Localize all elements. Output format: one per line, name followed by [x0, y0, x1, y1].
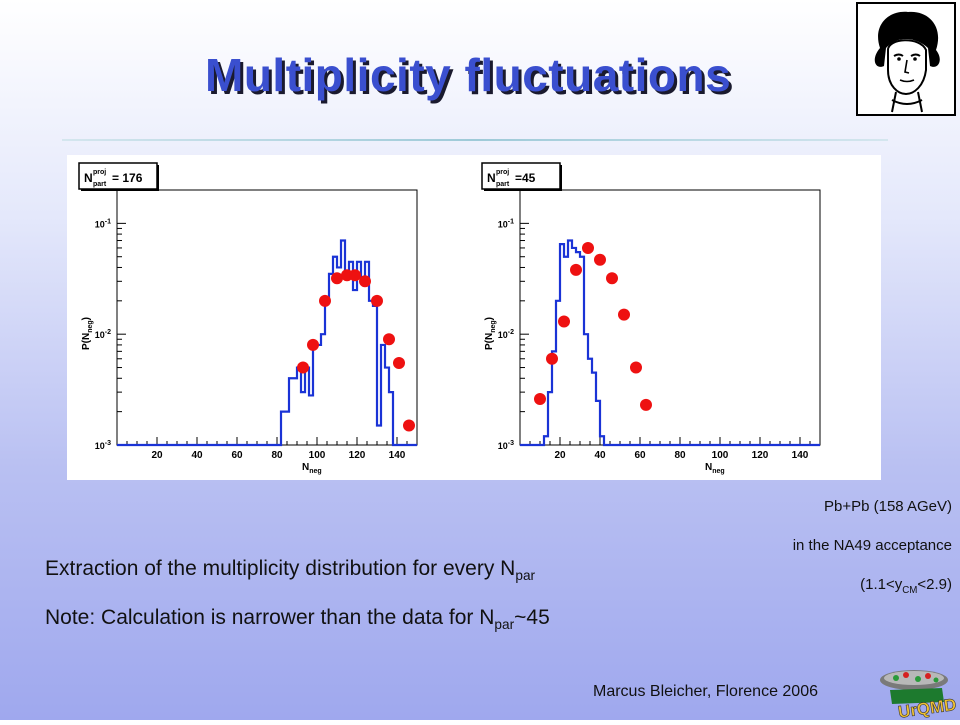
y-tick-label: 10-1: [498, 218, 514, 229]
data-point: [383, 333, 395, 346]
footer-author: Marcus Bleicher, Florence 2006: [593, 683, 818, 700]
x-tick-label: 80: [271, 450, 283, 461]
note-collision: Pb+Pb (158 AGeV): [824, 498, 952, 515]
histogram-series: [520, 239, 820, 447]
x-tick-label: 80: [674, 450, 686, 461]
data-point: [546, 352, 558, 365]
data-point: [393, 356, 405, 369]
y-tick-label: 10-3: [95, 440, 111, 451]
urqmd-logo: UrQMD: [872, 664, 958, 722]
plot-frame: [519, 189, 821, 446]
data-point: [630, 361, 642, 374]
data-point: [349, 269, 361, 282]
data-point: [618, 308, 630, 321]
data-point: [307, 338, 319, 351]
x-tick-label: 140: [389, 450, 406, 461]
x-tick-label: 60: [634, 450, 646, 461]
legend-superscript: proj: [496, 169, 509, 176]
body-line-2: Note: Calculation is narrower than the d…: [45, 606, 550, 633]
data-point: [403, 419, 415, 432]
x-tick-label: 100: [712, 450, 729, 461]
note-rapidity: (1.1<yCM<2.9): [860, 576, 952, 596]
y-tick-label: 10-1: [95, 218, 111, 229]
y-tick-label: 10-3: [498, 440, 514, 451]
x-tick-label: 20: [151, 450, 163, 461]
legend-value: =45: [515, 171, 536, 185]
legend-box: [78, 162, 158, 190]
x-tick-label: 120: [752, 450, 769, 461]
x-tick-label: 40: [594, 450, 606, 461]
x-axis-label: Nneg: [302, 462, 322, 475]
x-tick-label: 140: [792, 450, 809, 461]
data-point: [331, 272, 343, 285]
x-axis-label: Nneg: [705, 462, 725, 475]
chart-2: 20 40 60 80 100 120 140 10-3 10-2 10-1 Nneg P(Nneg)…: [481, 162, 821, 475]
note-acceptance: in the NA49 acceptance: [792, 537, 952, 554]
legend-symbol: N: [84, 171, 93, 185]
y-axis-label: P(Nneg): [484, 317, 497, 350]
slide-title: Multiplicity fluctuations: [205, 49, 732, 101]
y-tick-label: 10-2: [95, 329, 111, 340]
data-point: [558, 315, 570, 328]
x-tick-label: 60: [231, 450, 243, 461]
data-point: [594, 253, 606, 266]
data-point: [582, 241, 594, 254]
data-point: [297, 361, 309, 374]
data-point: [371, 294, 383, 307]
legend-subscript: part: [93, 181, 107, 188]
title-divider: [62, 139, 888, 141]
x-tick-label: 40: [191, 450, 203, 461]
data-point: [606, 272, 618, 285]
data-point: [534, 393, 546, 406]
portrait-logo: [856, 2, 956, 116]
legend-box: [481, 162, 561, 190]
x-tick-label: 20: [554, 450, 566, 461]
body-line-1: Extraction of the multiplicity distribut…: [45, 557, 536, 584]
data-point: [319, 294, 331, 307]
legend-superscript: proj: [93, 169, 106, 176]
chart-1: 20 40 60 80 100 120 140 10-3 10-2 10-1 Nneg P(Nneg)…: [78, 162, 418, 475]
x-tick-label: 100: [309, 450, 326, 461]
plot-frame: [116, 189, 418, 446]
data-point: [359, 275, 371, 288]
histogram-series: [117, 239, 417, 447]
histogram-charts: 20 40 60 80 100 120 140 10-3 10-2 10-1 Nneg P(Nneg)…: [78, 162, 821, 475]
y-axis-label: P(Nneg): [81, 317, 94, 350]
chart-panel: 20 40 60 80 100 120 140 10-3 10-2 10-1 Nneg P(Nneg)…: [67, 155, 881, 480]
legend-symbol: N: [487, 171, 496, 185]
x-tick-label: 120: [349, 450, 366, 461]
y-tick-label: 10-2: [498, 329, 514, 340]
data-point: [570, 263, 582, 276]
legend-subscript: part: [496, 181, 510, 188]
legend-value: = 176: [112, 171, 143, 185]
data-point: [640, 398, 652, 411]
